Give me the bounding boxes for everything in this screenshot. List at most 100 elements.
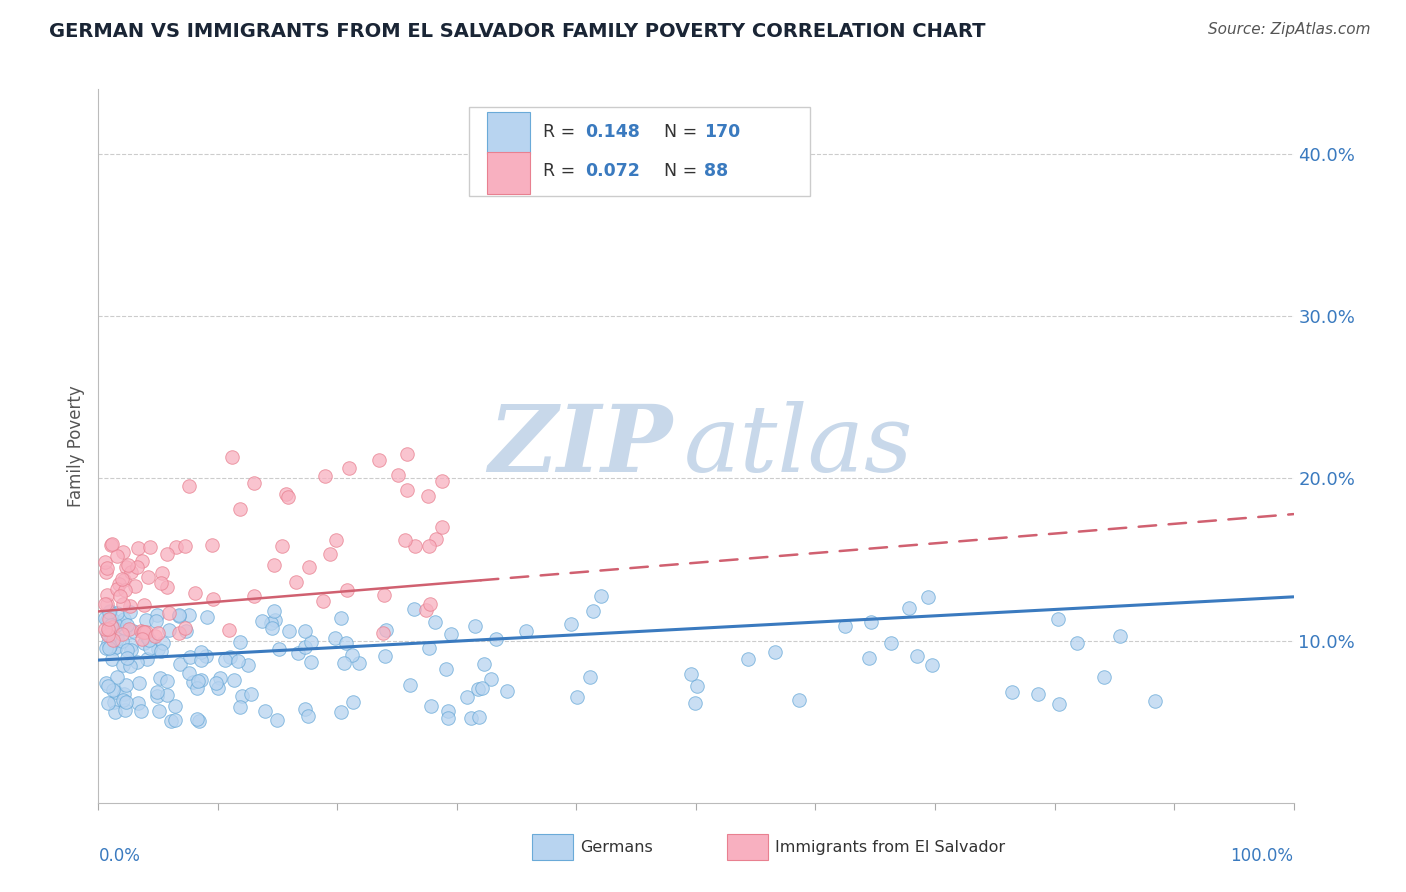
Point (679, 666, 702, 681)
Point (312, 594, 335, 608)
Point (105, 640, 128, 654)
Text: N =: N = (664, 123, 703, 141)
Point (418, 640, 440, 655)
Point (683, 696, 706, 710)
Point (105, 670, 128, 684)
Point (105, 618, 128, 632)
Point (394, 533, 416, 547)
Point (124, 579, 146, 593)
Point (97, 697, 120, 711)
Point (101, 613, 124, 627)
Point (94, 555, 117, 569)
Point (860, 615, 883, 629)
Point (120, 638, 142, 652)
Point (254, 704, 277, 718)
Point (425, 532, 447, 546)
Point (169, 608, 191, 623)
Text: R =: R = (543, 162, 581, 180)
Point (481, 672, 503, 686)
Point (105, 607, 128, 621)
Point (114, 622, 136, 636)
Point (420, 698, 443, 713)
Point (101, 537, 124, 551)
Point (93, 611, 115, 625)
Point (129, 704, 152, 718)
Text: atlas: atlas (685, 401, 914, 491)
Point (271, 539, 294, 553)
Point (395, 483, 418, 498)
Point (201, 538, 224, 552)
Point (118, 605, 141, 619)
Point (205, 676, 228, 690)
Point (110, 590, 132, 604)
Point (115, 559, 138, 574)
Point (229, 635, 252, 649)
Point (294, 640, 316, 654)
Point (100, 618, 122, 632)
Point (159, 623, 181, 637)
Point (179, 650, 201, 665)
Point (218, 623, 240, 637)
Point (121, 624, 143, 639)
Point (236, 657, 259, 672)
Point (277, 490, 299, 504)
Point (222, 673, 245, 687)
Point (98, 640, 121, 654)
Y-axis label: Family Poverty: Family Poverty (66, 385, 84, 507)
FancyBboxPatch shape (533, 834, 572, 860)
Point (177, 666, 200, 681)
Point (214, 653, 236, 667)
Point (430, 474, 453, 488)
Point (148, 704, 170, 718)
Point (229, 501, 252, 516)
Point (112, 612, 135, 626)
Point (169, 609, 191, 624)
Text: 0.0%: 0.0% (98, 847, 141, 865)
Point (94, 597, 117, 611)
Point (195, 609, 218, 624)
Point (125, 655, 148, 669)
Point (243, 589, 266, 603)
Point (423, 615, 446, 629)
Point (129, 624, 152, 638)
Point (404, 539, 426, 553)
Point (333, 656, 356, 670)
Point (456, 690, 478, 705)
Point (149, 671, 172, 685)
Text: N =: N = (664, 162, 703, 180)
Point (145, 614, 167, 628)
Point (174, 621, 197, 635)
Point (101, 632, 124, 647)
Point (120, 599, 142, 614)
FancyBboxPatch shape (470, 107, 810, 196)
Point (112, 545, 135, 559)
Point (107, 615, 129, 629)
Point (468, 710, 491, 724)
Point (163, 713, 186, 727)
Point (96, 561, 118, 575)
Point (1001, 685, 1024, 699)
Point (101, 682, 124, 697)
Point (136, 570, 159, 584)
Point (145, 689, 167, 703)
Point (858, 651, 880, 665)
Point (101, 652, 124, 666)
Point (582, 604, 605, 618)
Point (188, 714, 211, 728)
Point (104, 705, 127, 719)
Point (434, 662, 457, 676)
Point (127, 541, 149, 556)
Point (104, 685, 127, 699)
Point (917, 590, 939, 604)
Point (415, 603, 437, 617)
Point (100, 620, 122, 634)
Point (173, 539, 195, 553)
Point (298, 559, 321, 574)
Point (169, 657, 191, 671)
Point (1047, 697, 1070, 711)
Point (135, 613, 157, 627)
Point (371, 626, 394, 640)
Point (150, 566, 173, 580)
Point (112, 574, 135, 588)
Point (187, 673, 209, 688)
